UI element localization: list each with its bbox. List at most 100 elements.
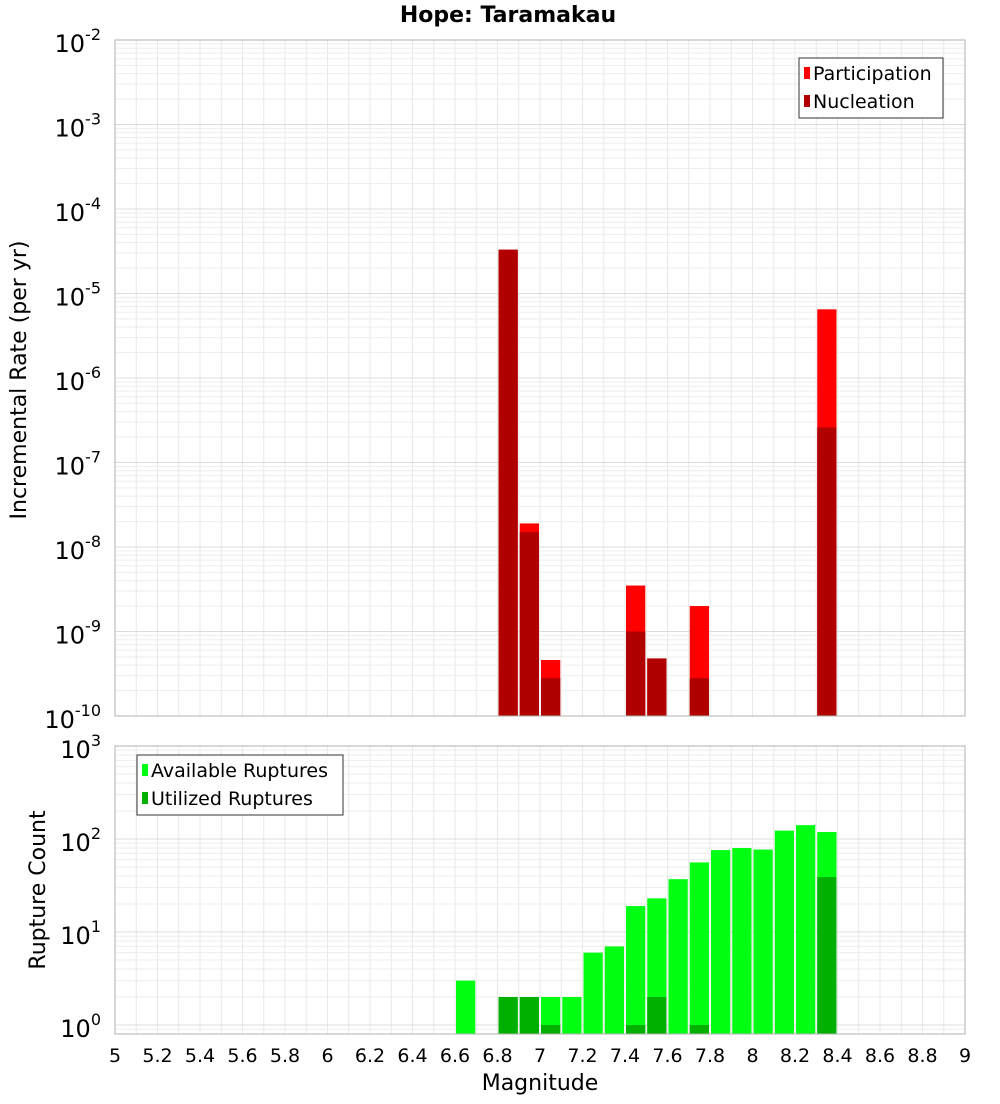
top-y-axis-label: Incremental Rate (per yr) — [7, 241, 32, 520]
y-tick-label: 10-5 — [55, 279, 102, 312]
bar-nucleation — [626, 631, 646, 716]
y-tick-base: 10 — [44, 706, 75, 734]
y-tick-base: 10 — [60, 829, 91, 857]
bar-nucleation — [541, 678, 561, 716]
x-tick-label: 9 — [959, 1045, 971, 1067]
y-tick-exponent: -10 — [75, 701, 101, 720]
y-tick-base: 10 — [55, 115, 86, 143]
rate-panel: 10-210-310-410-510-610-710-810-910-10Par… — [44, 25, 966, 734]
x-tick-label: 7.4 — [610, 1045, 640, 1067]
y-tick-label: 103 — [60, 731, 101, 764]
y-tick-exponent: -3 — [85, 110, 101, 129]
x-tick-label: 5.6 — [227, 1045, 257, 1067]
y-tick-exponent: -7 — [85, 448, 101, 467]
bar-available-ruptures — [711, 850, 731, 1034]
chart-title: Hope: Taramakau — [400, 3, 616, 28]
y-tick-label: 10-10 — [44, 701, 101, 734]
legend-label: Participation — [813, 63, 932, 85]
legend-box — [136, 754, 344, 816]
y-tick-label: 10-7 — [55, 448, 102, 481]
bar-nucleation — [647, 658, 667, 716]
y-tick-label: 10-3 — [55, 110, 102, 143]
y-tick-exponent: -9 — [85, 617, 101, 636]
bar-available-ruptures — [604, 946, 624, 1034]
y-tick-exponent: 2 — [91, 824, 101, 843]
legend-label: Utilized Ruptures — [151, 788, 313, 810]
y-tick-exponent: -2 — [85, 25, 101, 44]
bar-utilized-ruptures — [498, 996, 518, 1034]
x-tick-label: 8 — [746, 1045, 758, 1067]
bar-available-ruptures — [796, 825, 816, 1034]
x-tick-label: 5.8 — [270, 1045, 300, 1067]
bar-available-ruptures — [753, 849, 773, 1034]
x-tick-label: 7.6 — [652, 1045, 682, 1067]
x-tick-label: 8.2 — [780, 1045, 810, 1067]
bar-available-ruptures — [668, 879, 688, 1034]
y-tick-exponent: -5 — [85, 279, 101, 298]
legend-swatch — [804, 95, 810, 107]
legend-box — [798, 57, 944, 119]
x-tick-label: 5.2 — [142, 1045, 172, 1067]
bar-nucleation — [498, 249, 518, 716]
y-tick-base: 10 — [55, 199, 86, 227]
bar-utilized-ruptures — [689, 1024, 709, 1034]
bar-utilized-ruptures — [519, 996, 539, 1034]
x-tick-label: 8.4 — [822, 1045, 852, 1067]
bar-utilized-ruptures — [647, 996, 667, 1034]
legend-swatch — [804, 67, 810, 79]
x-tick-label: 6 — [321, 1045, 333, 1067]
grid — [114, 40, 966, 717]
y-tick-label: 100 — [60, 1010, 101, 1043]
y-tick-exponent: -4 — [85, 194, 101, 213]
plot-frame — [114, 39, 966, 717]
bar-utilized-ruptures — [626, 1024, 646, 1034]
bar-nucleation — [519, 532, 539, 716]
legend-swatch — [142, 764, 148, 776]
y-tick-base: 10 — [55, 622, 86, 650]
y-tick-exponent: 1 — [91, 917, 101, 936]
y-tick-label: 10-4 — [55, 194, 102, 227]
legend: Participation Nucleation — [798, 57, 944, 119]
x-tick-label: 7.8 — [695, 1045, 725, 1067]
series-1 — [498, 877, 837, 1034]
y-tick-exponent: 0 — [91, 1010, 101, 1029]
x-tick-label: 6.2 — [355, 1045, 385, 1067]
series-1 — [498, 249, 837, 716]
bar-available-ruptures — [689, 862, 709, 1034]
y-tick-label: 10-9 — [55, 617, 102, 650]
y-tick-base: 10 — [55, 30, 86, 58]
x-tick-label: 6.8 — [482, 1045, 512, 1067]
bar-available-ruptures — [456, 980, 476, 1034]
x-tick-label: 6.4 — [397, 1045, 427, 1067]
y-tick-label: 10-8 — [55, 532, 102, 565]
y-tick-base: 10 — [55, 453, 86, 481]
plot-frame — [114, 745, 966, 1035]
y-tick-exponent: -6 — [85, 363, 101, 382]
y-tick-base: 10 — [60, 736, 91, 764]
x-tick-label: 7.2 — [567, 1045, 597, 1067]
x-tick-label: 5 — [109, 1045, 121, 1067]
y-tick-base: 10 — [55, 537, 86, 565]
y-tick-exponent: 3 — [91, 731, 101, 750]
y-tick-base: 10 — [55, 368, 86, 396]
y-tick-base: 10 — [60, 922, 91, 950]
x-tick-label: 5.4 — [185, 1045, 215, 1067]
bottom-y-axis-label: Rupture Count — [26, 810, 51, 970]
x-tick-label: 8.6 — [865, 1045, 895, 1067]
y-tick-base: 10 — [60, 1015, 91, 1043]
y-tick-label: 102 — [60, 824, 101, 857]
bar-utilized-ruptures — [817, 877, 837, 1034]
y-tick-base: 10 — [55, 284, 86, 312]
legend: Available Ruptures Utilized Ruptures — [136, 754, 344, 816]
legend-label: Available Ruptures — [151, 760, 328, 782]
bar-available-ruptures — [583, 952, 603, 1034]
legend-label: Nucleation — [813, 91, 915, 113]
bar-available-ruptures — [774, 830, 794, 1034]
bar-utilized-ruptures — [541, 1024, 561, 1034]
bar-available-ruptures — [541, 996, 561, 1034]
x-axis-label: Magnitude — [482, 1071, 599, 1096]
x-tick-label: 7 — [534, 1045, 546, 1067]
